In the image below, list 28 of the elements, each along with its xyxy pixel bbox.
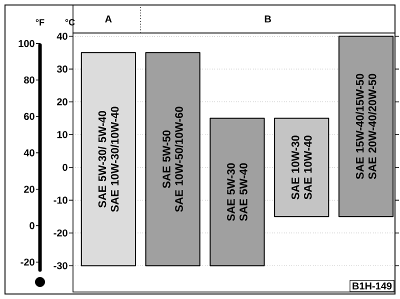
bar <box>210 118 265 266</box>
y-tick-label: 30 <box>56 66 68 73</box>
bar <box>274 118 330 218</box>
y2-tick-label: 80 <box>24 76 34 84</box>
y2-tick-label: 60 <box>24 112 34 120</box>
y2-tick-label: 20 <box>24 186 34 193</box>
x-tick-label: SAE 5W-30 SAE 5W-40 <box>227 163 248 221</box>
y2-tick-label: 40 <box>24 149 34 156</box>
y2-tick-label: 0 <box>30 222 34 230</box>
y2-axis-title: °F <box>36 19 44 26</box>
y-tick-label: 20 <box>57 98 68 106</box>
annotation: B1H-149 <box>352 282 392 290</box>
text: B <box>264 16 271 22</box>
bar <box>80 52 136 266</box>
x-tick-label: SAE 10W-30 SAE 10W-40 <box>291 136 312 200</box>
x-tick-label: SAE 5W-50 SAE 10W-50/10W-60 <box>162 106 184 212</box>
y-tick-label: -10 <box>54 196 68 204</box>
x-tick-label: SAE 5W-30/ 5W-40 SAE 10W-30/10W-40 <box>98 106 119 212</box>
y2-tick-label: 100 <box>18 40 34 48</box>
y-tick-label: -20 <box>54 229 68 237</box>
text: A <box>105 16 112 22</box>
y2-tick-label: -20 <box>20 258 34 266</box>
bar <box>145 52 200 266</box>
x-tick-label: SAE 15W-40/15W-50 SAE 20W-40/20W-50 <box>356 74 376 180</box>
y-tick-label: 40 <box>56 32 68 40</box>
y-tick-label: 10 <box>57 131 68 138</box>
y-tick-label: 0 <box>62 164 68 171</box>
y-tick-label: -30 <box>54 262 68 270</box>
